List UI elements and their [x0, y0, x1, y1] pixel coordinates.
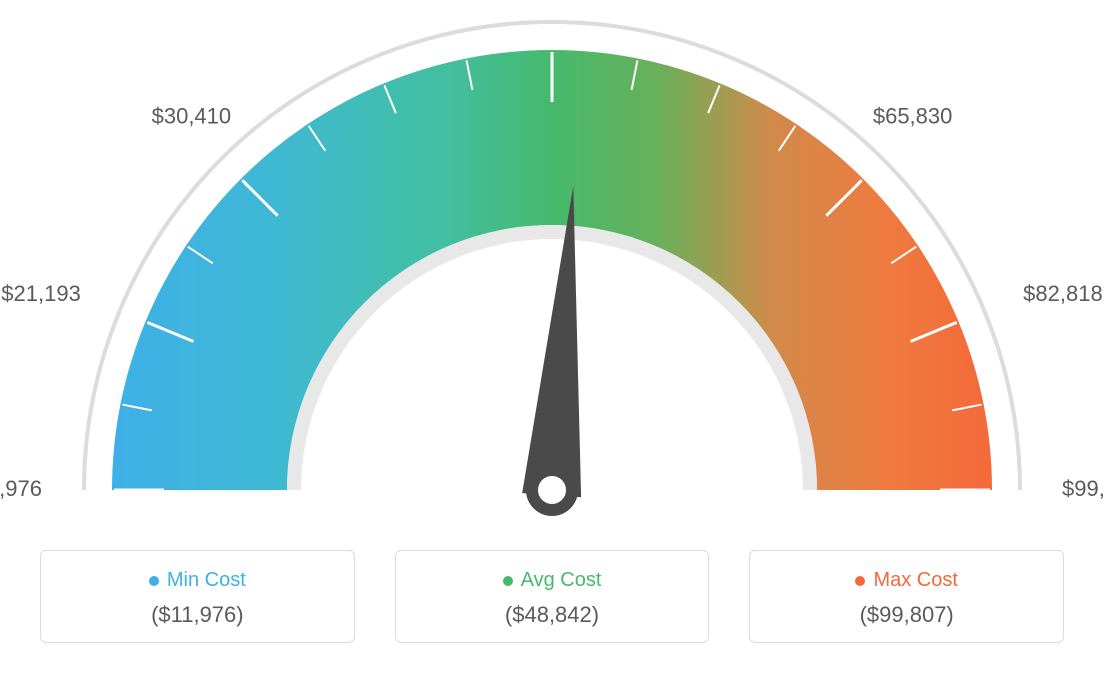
legend-title: Avg Cost	[521, 569, 602, 592]
legend-card-max: Max Cost ($99,807)	[749, 550, 1064, 643]
legend-value: ($48,842)	[406, 602, 699, 628]
gauge-tick-label: $65,830	[873, 103, 953, 128]
gauge-needle-hub	[532, 470, 572, 510]
gauge-tick-label: $11,976	[0, 476, 42, 501]
legend-value: ($11,976)	[51, 602, 344, 628]
gauge-tick-label: $21,193	[1, 281, 81, 306]
legend-card-avg: Avg Cost ($48,842)	[395, 550, 710, 643]
legend-title-line: Max Cost	[760, 569, 1053, 592]
legend-card-min: Min Cost ($11,976)	[40, 550, 355, 643]
gauge-chart: $11,976$21,193$30,410$48,842$65,830$82,8…	[0, 0, 1104, 540]
legend-title: Max Cost	[873, 569, 957, 592]
legend-title-line: Min Cost	[51, 569, 344, 592]
legend-row: Min Cost ($11,976) Avg Cost ($48,842) Max Co…	[0, 550, 1104, 643]
gauge-tick-label: $30,410	[152, 103, 232, 128]
gauge-tick-label: $99,807	[1062, 476, 1104, 501]
gauge-tick-label: $82,818	[1023, 281, 1103, 306]
legend-dot-icon	[855, 576, 865, 586]
legend-value: ($99,807)	[760, 602, 1053, 628]
gauge-svg: $11,976$21,193$30,410$48,842$65,830$82,8…	[0, 0, 1104, 540]
legend-title: Min Cost	[167, 569, 246, 592]
legend-dot-icon	[503, 576, 513, 586]
legend-title-line: Avg Cost	[406, 569, 699, 592]
legend-dot-icon	[149, 576, 159, 586]
